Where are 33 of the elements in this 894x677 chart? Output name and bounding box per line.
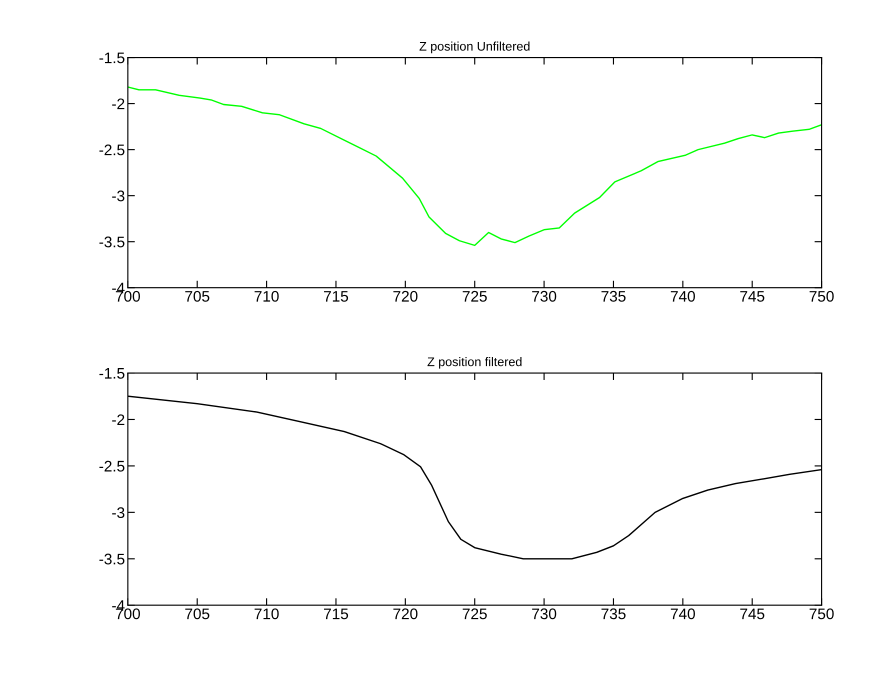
x-tick-label: 705 <box>185 608 210 620</box>
x-tick-label: 725 <box>462 290 487 302</box>
y-tick-label: -2 <box>112 98 124 110</box>
y-tick-label: -2.5 <box>99 144 124 156</box>
x-tick-label: 740 <box>670 608 695 620</box>
y-tick-label: -3.5 <box>99 554 124 564</box>
x-tick-label: 710 <box>254 608 279 620</box>
line-series <box>128 86 822 246</box>
y-tick-label: -3 <box>112 190 124 202</box>
x-tick-label: 730 <box>532 290 556 302</box>
y-tick-label: -1.5 <box>99 52 124 64</box>
y-tick-label: -3 <box>112 507 124 518</box>
x-tick-label: 725 <box>462 608 487 620</box>
y-tick-label: -3.5 <box>99 236 124 248</box>
x-tick-label: 750 <box>810 608 834 620</box>
x-tick-label: 730 <box>532 608 556 620</box>
x-tick-label: 720 <box>393 608 418 620</box>
x-tick-label: 745 <box>740 608 764 620</box>
x-tick-label: 715 <box>324 608 348 620</box>
y-tick-label: -1.5 <box>99 368 124 379</box>
x-tick-label: 715 <box>324 291 348 302</box>
chart-title: Z position Unfiltered <box>420 42 530 54</box>
x-tick-label: 720 <box>393 290 418 302</box>
x-tick-label: 745 <box>740 291 764 302</box>
x-tick-label: 740 <box>670 290 695 302</box>
y-tick-label: -2 <box>112 414 124 426</box>
chart-title: Z position filtered <box>428 357 522 369</box>
x-tick-label: 735 <box>602 290 626 302</box>
x-tick-label: 705 <box>185 290 210 302</box>
y-tick-label: -2.5 <box>99 460 124 472</box>
x-tick-label: 750 <box>810 290 834 302</box>
x-tick-label: 710 <box>254 290 279 302</box>
x-tick-label: 735 <box>602 608 626 620</box>
